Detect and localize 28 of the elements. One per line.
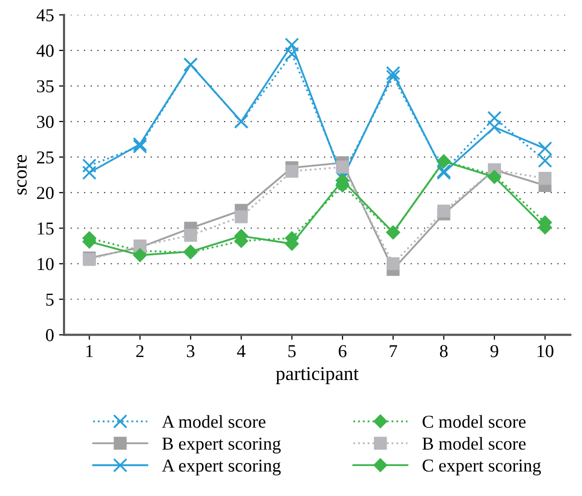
- x-tick-label: 7: [390, 345, 398, 358]
- x-axis-title: participant: [276, 367, 359, 384]
- y-tick-label: 25: [37, 151, 54, 164]
- y-axis-title: score: [17, 155, 27, 195]
- x-tick-label: 9: [490, 345, 498, 358]
- y-tick-label: 40: [36, 44, 54, 57]
- legend-label: A expert scoring: [162, 460, 281, 476]
- x-tick-label: 5: [288, 345, 296, 358]
- y-tick-label: 0: [46, 329, 54, 342]
- x-tick-label: 10: [538, 345, 554, 358]
- y-tick-label: 45: [36, 9, 54, 22]
- y-tick-label: 5: [46, 294, 54, 306]
- x-tick-label: 8: [440, 345, 448, 358]
- y-tick-label: 20: [37, 186, 54, 200]
- legend-label: C model score: [422, 415, 526, 428]
- legend-label: B expert scoring: [162, 438, 281, 454]
- x-tick-label: 4: [237, 345, 246, 358]
- y-tick-label: 35: [37, 80, 54, 92]
- y-tick-label: 30: [37, 116, 54, 128]
- x-tick-label: 6: [338, 345, 346, 358]
- y-tick-label: 10: [38, 258, 54, 270]
- legend-label: A model score: [162, 415, 266, 428]
- x-tick-label: 2: [136, 345, 144, 358]
- legend-label: B model score: [422, 437, 526, 450]
- legend-label: C expert scoring: [422, 460, 541, 476]
- x-tick-label: 3: [186, 345, 194, 358]
- x-tick-label: 1: [86, 345, 93, 358]
- y-tick-label: 15: [38, 222, 54, 235]
